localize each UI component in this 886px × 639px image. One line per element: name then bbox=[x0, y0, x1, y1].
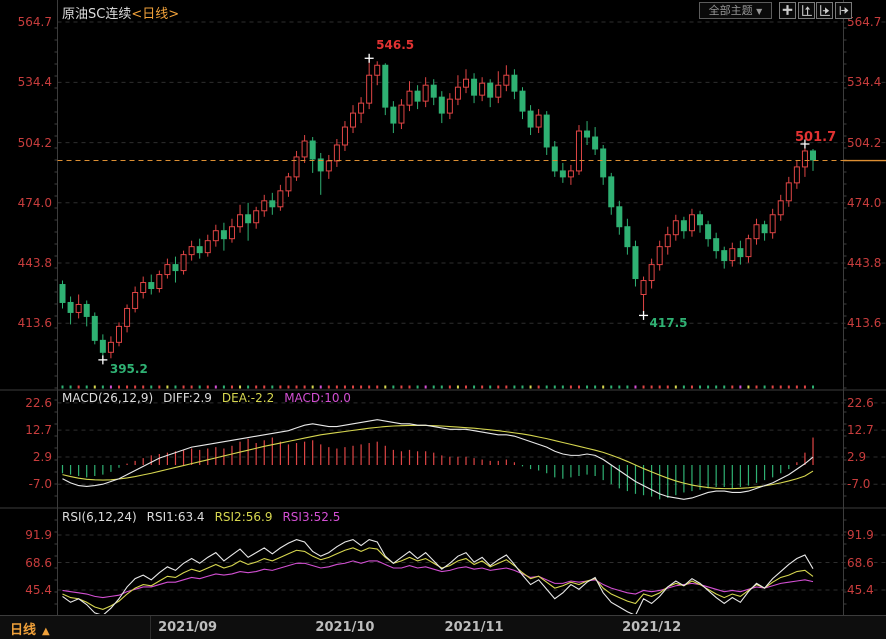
scale-x-axis-button[interactable] bbox=[816, 2, 833, 19]
divider bbox=[150, 616, 151, 639]
scale-y-axis-button[interactable] bbox=[797, 2, 815, 19]
theme-dropdown[interactable]: 全部主题 ▼ bbox=[699, 2, 772, 19]
time-axis-bar: 日线 ▲ 2021/09 2021/10 2021/11 2021/12 bbox=[0, 615, 886, 639]
theme-dropdown-label: 全部主题 bbox=[708, 4, 753, 17]
date-tick-label: 2021/12 bbox=[622, 620, 682, 635]
shift-right-button[interactable] bbox=[834, 2, 852, 19]
date-tick-label: 2021/11 bbox=[444, 620, 504, 635]
date-tick-label: 2021/09 bbox=[158, 620, 218, 635]
chevron-down-icon: ▼ bbox=[756, 7, 763, 16]
triangle-up-icon: ▲ bbox=[42, 626, 50, 637]
period-selector[interactable]: 日线 ▲ bbox=[10, 619, 50, 638]
pan-button[interactable] bbox=[779, 2, 796, 19]
period-label: 日线 bbox=[10, 623, 37, 638]
date-tick-label: 2021/10 bbox=[315, 620, 375, 635]
